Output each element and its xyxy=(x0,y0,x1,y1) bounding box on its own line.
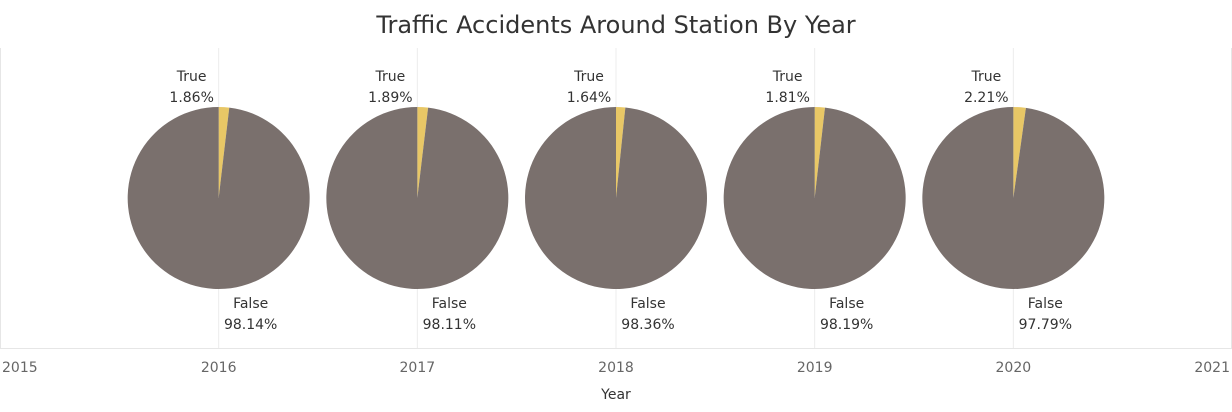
pie-slice-true[interactable] xyxy=(814,107,825,198)
slice-label-false: False xyxy=(233,296,268,312)
pie-slice-true[interactable] xyxy=(417,107,429,198)
pie-slice-false[interactable] xyxy=(326,107,509,289)
slice-value-false: 98.14% xyxy=(224,317,277,333)
x-tick-label: 2019 xyxy=(797,360,833,376)
slice-value-false: 98.11% xyxy=(423,317,476,333)
x-tick-label: 2016 xyxy=(201,360,237,376)
slice-value-true: 2.21% xyxy=(964,90,1008,106)
chart-title: Traffic Accidents Around Station By Year xyxy=(375,11,855,39)
pie-2020: True 2.21% False 97.79% xyxy=(922,69,1105,333)
pie-slice-false[interactable] xyxy=(922,107,1105,289)
slice-label-true: True xyxy=(573,69,604,85)
x-tick-label: 2020 xyxy=(996,360,1032,376)
pie-slice-false[interactable] xyxy=(524,107,707,289)
x-tick-label: 2018 xyxy=(598,360,634,376)
pie-2018: True 1.64% False 98.36% xyxy=(524,69,707,333)
slice-label-false: False xyxy=(432,296,467,312)
slice-label-false: False xyxy=(630,296,665,312)
slice-label-true: True xyxy=(772,69,803,85)
x-tick-label: 2021 xyxy=(1194,360,1230,376)
slice-label-true: True xyxy=(374,69,405,85)
slice-label-true: True xyxy=(970,69,1001,85)
pie-slice-true[interactable] xyxy=(218,107,230,198)
x-axis-ticks: 2015 2016 2017 2018 2019 2020 2021 xyxy=(2,360,1230,376)
pie-2017: True 1.89% False 98.11% xyxy=(326,69,509,333)
pie-slice-true[interactable] xyxy=(616,107,626,198)
slice-label-true: True xyxy=(176,69,207,85)
pie-slice-false[interactable] xyxy=(127,107,310,289)
slice-value-true: 1.86% xyxy=(169,90,213,106)
slice-value-false: 97.79% xyxy=(1019,317,1072,333)
slice-value-false: 98.36% xyxy=(621,317,674,333)
slice-value-true: 1.89% xyxy=(368,90,412,106)
pies: True 1.86% False 98.14% True 1.89% False 98.11%… xyxy=(127,69,1105,333)
pie-slice-false[interactable] xyxy=(723,107,906,289)
slice-value-true: 1.81% xyxy=(765,90,809,106)
pie-2016: True 1.86% False 98.14% xyxy=(127,69,310,333)
x-tick-label: 2017 xyxy=(400,360,436,376)
slice-label-false: False xyxy=(1028,296,1063,312)
slice-label-false: False xyxy=(829,296,864,312)
x-axis-title: Year xyxy=(600,387,631,403)
x-tick-label: 2015 xyxy=(2,360,38,376)
pie-slice-true[interactable] xyxy=(1013,107,1026,198)
pie-2019: True 1.81% False 98.19% xyxy=(723,69,906,333)
slice-value-false: 98.19% xyxy=(820,317,873,333)
slice-value-true: 1.64% xyxy=(567,90,611,106)
